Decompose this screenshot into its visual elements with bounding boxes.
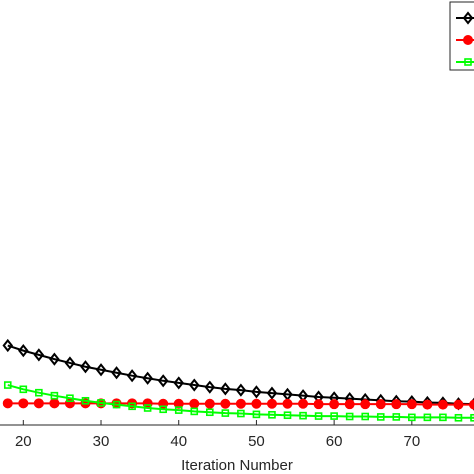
x-tick-label: 50 [248, 433, 265, 450]
marker [33, 398, 44, 409]
marker [220, 382, 231, 396]
marker [251, 398, 262, 409]
x-tick-label: 20 [15, 433, 32, 450]
marker [268, 410, 276, 419]
marker [64, 356, 76, 370]
marker [392, 413, 401, 421]
marker [220, 398, 231, 409]
x-tick-label: 60 [326, 433, 343, 450]
marker [49, 352, 60, 366]
marker [112, 400, 121, 409]
marker [463, 35, 473, 45]
marker [18, 398, 29, 409]
marker [375, 399, 386, 410]
series-line [7, 384, 474, 419]
marker [174, 406, 183, 414]
marker [188, 378, 200, 392]
marker [376, 413, 385, 421]
marker [314, 412, 323, 420]
marker [266, 386, 278, 400]
marker [454, 413, 463, 422]
marker [190, 407, 199, 416]
marker [252, 410, 261, 419]
marker [173, 398, 184, 409]
marker [235, 398, 246, 409]
marker [391, 399, 402, 410]
marker [344, 399, 355, 410]
marker [235, 383, 247, 397]
marker [283, 411, 292, 420]
marker [80, 360, 91, 374]
marker [204, 398, 215, 409]
x-tick-label: 40 [170, 433, 187, 450]
x-tick-label: 70 [403, 433, 420, 450]
marker [439, 413, 447, 422]
marker [50, 391, 59, 400]
marker [237, 409, 245, 418]
marker [111, 366, 122, 380]
marker [143, 404, 152, 412]
marker [470, 413, 474, 422]
marker [361, 412, 370, 421]
marker [142, 371, 153, 385]
marker [266, 398, 277, 409]
marker [313, 399, 324, 410]
marker [423, 413, 432, 422]
marker [2, 398, 13, 409]
marker [453, 399, 464, 410]
marker [49, 398, 60, 409]
marker [18, 344, 29, 358]
marker [35, 388, 43, 397]
marker [189, 398, 200, 409]
marker [251, 385, 262, 399]
marker [95, 363, 107, 377]
marker [81, 396, 90, 405]
marker [128, 402, 136, 411]
marker [19, 385, 28, 394]
marker [2, 338, 14, 353]
marker [469, 399, 474, 410]
x-axis-label: Iteration Number [181, 457, 293, 474]
marker [422, 399, 433, 410]
marker [66, 394, 74, 403]
marker [3, 381, 12, 389]
marker [330, 412, 338, 420]
x-tick-label: 30 [93, 433, 110, 450]
marker [329, 399, 340, 410]
marker [33, 348, 45, 362]
marker [173, 376, 185, 390]
marker [408, 413, 416, 422]
marker [345, 412, 354, 421]
marker [437, 399, 448, 410]
marker [298, 398, 309, 409]
marker [97, 399, 105, 407]
marker [157, 374, 169, 388]
marker [159, 405, 167, 414]
marker [282, 398, 293, 409]
marker [406, 399, 417, 410]
marker [299, 411, 307, 420]
marker [221, 409, 230, 417]
marker [462, 11, 474, 25]
marker [204, 380, 216, 394]
marker [206, 408, 214, 417]
marker [126, 369, 138, 383]
marker [464, 58, 472, 66]
marker [360, 399, 371, 410]
